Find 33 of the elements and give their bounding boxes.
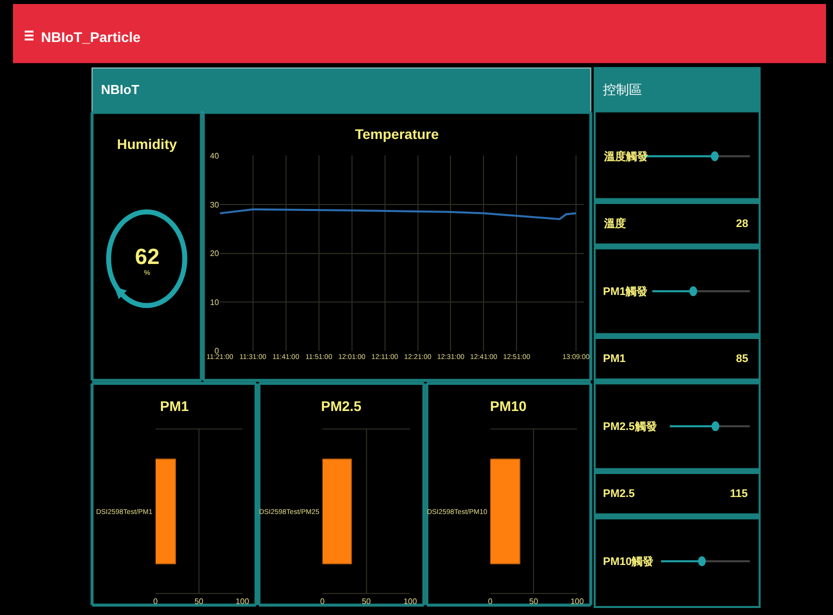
line-series [220,208,578,220]
x-tick-label: 0 [320,596,326,606]
text: 控制區 [603,82,642,97]
y-tick-label: 40 [210,152,220,161]
category-label: PM10觸發 [603,555,654,568]
text: Humidity [117,136,178,152]
category-label: 溫度 [603,217,626,230]
data-label: 28 [736,218,748,230]
x-tick-label: 50 [194,596,204,606]
data-label: 62 [135,244,160,269]
x-tick-label: 100 [236,596,250,606]
y-tick-label: 10 [210,298,220,307]
data-label: 115 [730,488,748,500]
x-tick-label: 0 [488,596,494,606]
text: NBIoT_Particle [41,29,141,45]
y-tick-label: 20 [210,249,220,258]
x-tick-label: 100 [404,596,418,606]
chart-title: PM10 [490,398,527,414]
category-label: PM2.5觸發 [603,420,657,433]
x-tick-label: 50 [362,596,372,606]
chart-title: Temperature [355,126,439,142]
y-tick-label: 30 [210,200,220,210]
category-label: PM1觸發 [603,285,648,298]
category-label: PM1 [603,353,626,365]
text: NBIoT [101,82,140,97]
chart-title: PM2.5 [321,398,362,414]
x-tick-label: 50 [529,596,539,606]
category-label: 溫度觸發 [603,150,648,163]
chart-title: PM1 [160,398,189,414]
x-tick-label: 100 [570,596,584,606]
data-label: 85 [736,353,748,365]
category-label: PM2.5 [603,488,635,500]
x-tick-label: 0 [153,596,158,606]
